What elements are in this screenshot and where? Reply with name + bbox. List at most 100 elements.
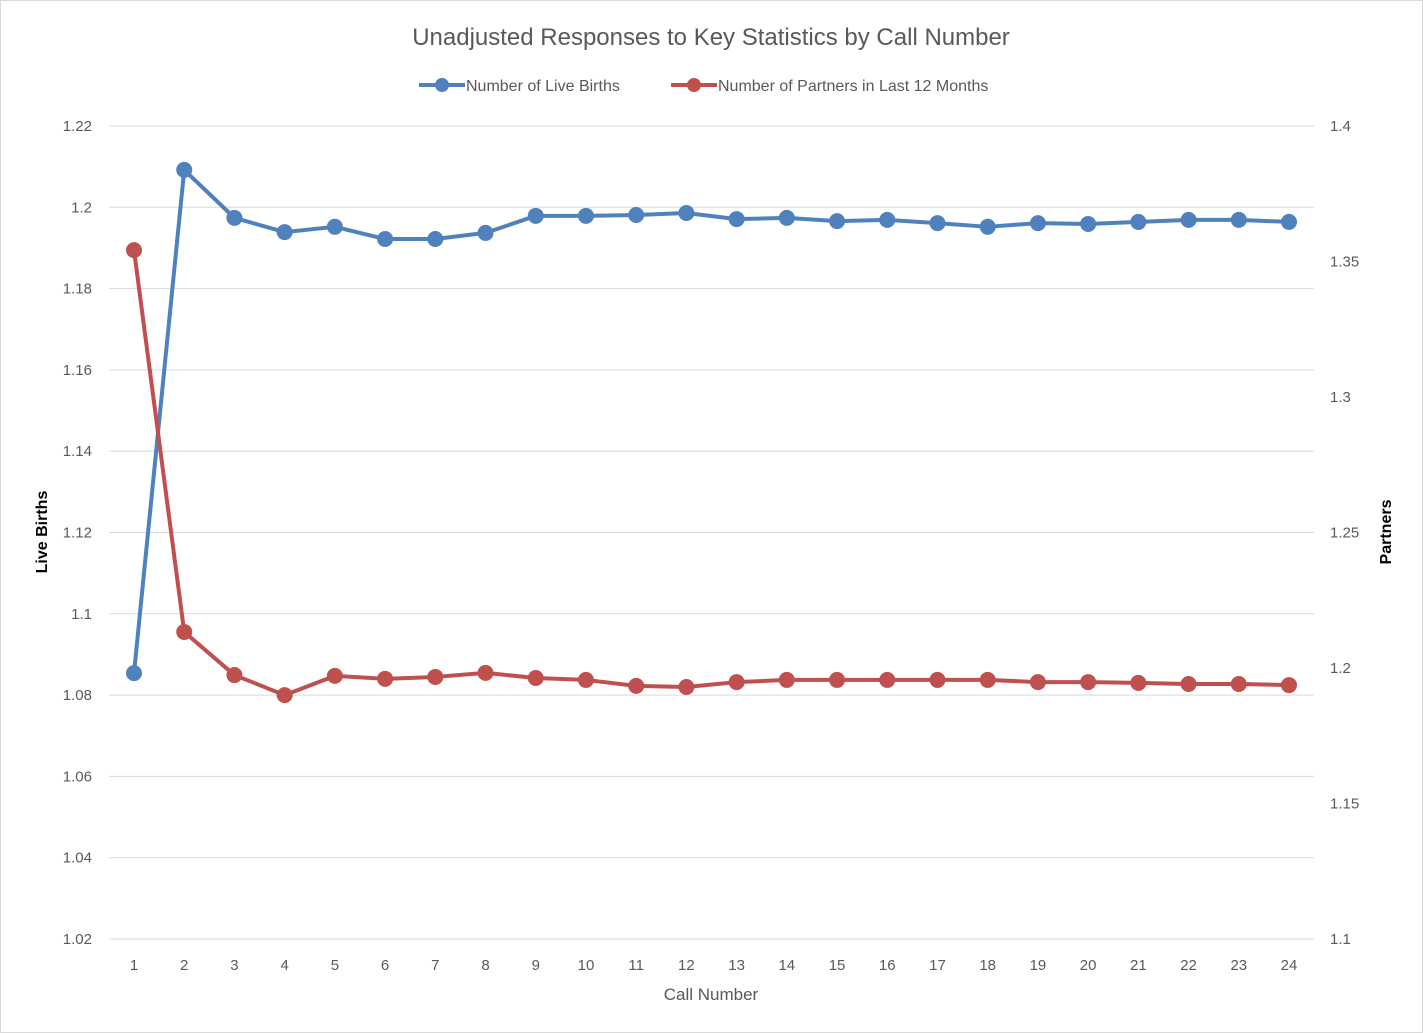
data-point xyxy=(728,211,745,228)
data-point xyxy=(829,213,846,230)
data-point xyxy=(1130,213,1147,230)
data-point xyxy=(678,678,695,695)
y-axis-ticks: 1.02 1.04 1.06 1.08 1.1 1.12 1.14 1.16 1.18 1.2 1.… xyxy=(63,118,92,948)
data-point xyxy=(126,242,142,259)
y-tick-label: 1.16 xyxy=(63,362,92,379)
legend-marker xyxy=(687,78,701,92)
data-point xyxy=(979,218,996,235)
y2-tick-label: 1.4 xyxy=(1330,118,1351,135)
x-tick-label: 18 xyxy=(979,957,996,974)
legend-label: Number of Live Births xyxy=(466,78,620,95)
data-point xyxy=(1281,677,1297,694)
y2-tick-label: 1.2 xyxy=(1330,660,1351,677)
x-tick-label: 4 xyxy=(280,957,288,974)
series-layer xyxy=(126,161,1297,704)
x-tick-label: 6 xyxy=(381,957,389,974)
series-line xyxy=(132,167,1290,674)
x-tick-label: 21 xyxy=(1130,957,1147,974)
legend-item: Number of Live Births xyxy=(419,78,620,95)
y-tick-label: 1.04 xyxy=(63,850,92,867)
y-tick-label: 1.14 xyxy=(63,443,92,460)
y-tick-label: 1.2 xyxy=(71,199,92,216)
data-point xyxy=(427,668,444,685)
data-point xyxy=(1080,215,1097,232)
gridlines xyxy=(109,125,1314,940)
series-line xyxy=(132,249,1290,698)
data-point xyxy=(377,231,394,248)
data-point xyxy=(1180,675,1197,692)
x-tick-label: 11 xyxy=(628,957,644,974)
data-point xyxy=(728,674,745,691)
y2-tick-label: 1.1 xyxy=(1330,931,1351,948)
x-tick-label: 13 xyxy=(728,957,745,974)
data-point xyxy=(778,671,795,688)
data-point xyxy=(527,207,544,224)
y2-axis-ticks: 1.1 1.15 1.2 1.25 1.3 1.35 1.4 xyxy=(1330,118,1359,948)
data-point xyxy=(929,215,946,232)
x-tick-label: 9 xyxy=(532,957,540,974)
legend-label: Number of Partners in Last 12 Months xyxy=(718,78,988,95)
data-point xyxy=(929,671,946,688)
data-point xyxy=(276,224,293,241)
data-point xyxy=(226,209,243,226)
series-2 xyxy=(126,242,1297,704)
data-point xyxy=(577,671,594,688)
data-point xyxy=(176,623,193,640)
data-point xyxy=(226,667,243,684)
y-tick-label: 1.12 xyxy=(63,525,92,542)
y2-tick-label: 1.3 xyxy=(1330,389,1351,406)
data-point xyxy=(577,207,594,224)
x-axis-ticks: 1 2 3 4 5 6 7 8 9 10 11 12 13 14 15 16 17 18 19 20 21 22 23 24 xyxy=(130,957,1298,974)
data-point xyxy=(1230,211,1247,228)
data-point xyxy=(1230,675,1247,692)
data-point xyxy=(477,664,494,681)
data-point xyxy=(527,670,544,687)
x-tick-label: 3 xyxy=(230,957,238,974)
data-point xyxy=(979,671,996,688)
legend-item: Number of Partners in Last 12 Months xyxy=(671,78,988,95)
legend: Number of Live Births Number of Partners … xyxy=(419,78,988,95)
data-point xyxy=(477,224,494,241)
x-tick-label: 8 xyxy=(481,957,489,974)
x-tick-label: 2 xyxy=(180,957,188,974)
y-tick-label: 1.22 xyxy=(63,118,92,135)
x-tick-label: 24 xyxy=(1281,957,1298,974)
data-point xyxy=(1080,674,1097,691)
data-point xyxy=(326,218,343,235)
data-point xyxy=(678,204,695,221)
x-tick-label: 5 xyxy=(331,957,339,974)
y2-tick-label: 1.35 xyxy=(1330,254,1359,271)
data-point xyxy=(326,667,343,684)
y-tick-label: 1.02 xyxy=(63,931,92,948)
data-point xyxy=(778,209,795,226)
y-tick-label: 1.1 xyxy=(71,606,92,623)
data-point xyxy=(829,671,846,688)
data-point xyxy=(879,671,896,688)
x-tick-label: 22 xyxy=(1180,957,1197,974)
x-tick-label: 15 xyxy=(829,957,846,974)
legend-marker xyxy=(435,78,449,92)
y2-tick-label: 1.15 xyxy=(1330,796,1359,813)
data-point xyxy=(1130,674,1147,691)
y-axis-title: Live Births xyxy=(34,491,51,574)
chart-title: Unadjusted Responses to Key Statistics b… xyxy=(412,24,1010,51)
x-tick-label: 14 xyxy=(778,957,795,974)
x-axis-title: Call Number xyxy=(664,985,759,1004)
x-tick-label: 17 xyxy=(929,957,946,974)
y2-tick-label: 1.25 xyxy=(1330,525,1359,542)
data-point xyxy=(276,687,293,704)
y-tick-label: 1.08 xyxy=(63,687,92,704)
x-tick-label: 7 xyxy=(431,957,439,974)
data-point xyxy=(1029,215,1046,232)
x-tick-label: 16 xyxy=(879,957,896,974)
data-point xyxy=(427,231,444,248)
data-point xyxy=(879,211,896,228)
data-point xyxy=(1180,211,1197,228)
y2-axis-title: Partners xyxy=(1378,499,1395,564)
data-point xyxy=(126,665,142,682)
x-tick-label: 20 xyxy=(1080,957,1097,974)
data-point xyxy=(176,161,193,178)
y-tick-label: 1.18 xyxy=(63,281,92,298)
y-tick-label: 1.06 xyxy=(63,768,92,785)
